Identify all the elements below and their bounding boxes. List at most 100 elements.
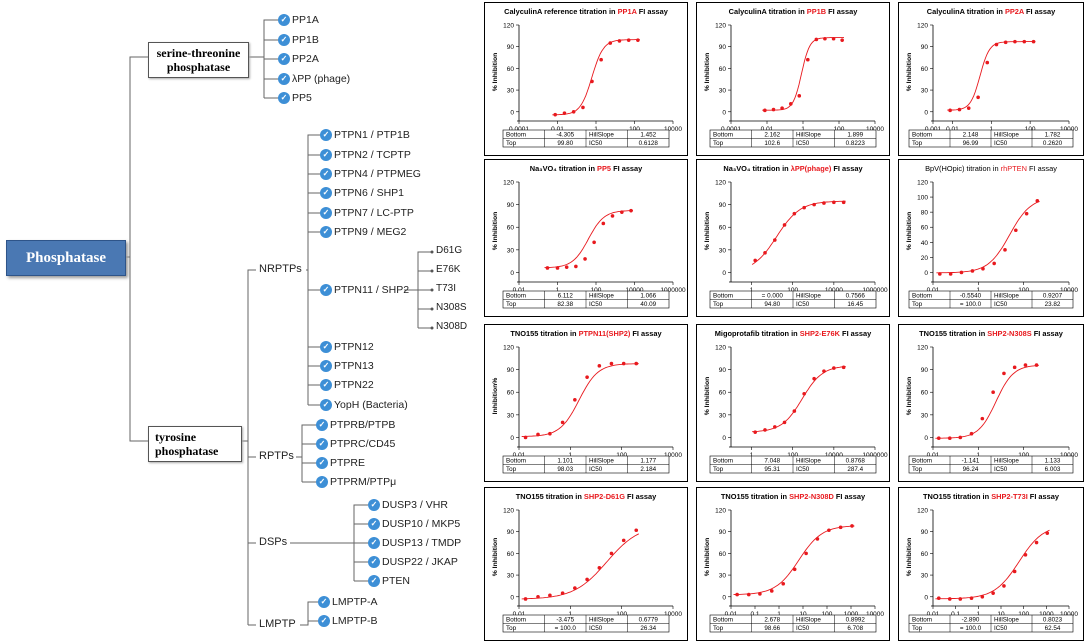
y-tick-label: 60 [921,66,929,73]
chart-svg: CalyculinA titration in PP1B FI assay 0 30… [704,7,884,148]
x-tick-label: 1000 [1039,611,1054,618]
chart-title: Na₃VO₄ titration in PP5 FI assay [530,164,643,173]
table-param-value: -0.5540 [960,293,982,300]
data-point [536,594,540,599]
table-param-value: 102.6 [764,140,780,147]
table-param-value: 0.8223 [846,140,866,147]
check-icon: ✓ [368,537,380,549]
table-param-value: 0.6779 [639,617,659,624]
table-param-label: Bottom [713,617,733,624]
table-param-label: IC50 [994,301,1008,308]
data-point [814,37,819,42]
x-tick-label: 100 [822,611,833,618]
table-param-value: = 100.0 [555,625,577,632]
chart-svg: TNO155 titration in SHP2-T73I FI assay 0 3… [906,492,1078,633]
y-tick-label: 90 [719,529,727,536]
data-point [553,112,558,117]
x-tick-label: 100 [1018,452,1029,459]
x-tick-label: 10 [997,611,1005,618]
x-tick-label: 100 [1018,287,1029,294]
x-tick-label: 0.001 [925,126,942,133]
y-tick-label: 60 [507,551,515,558]
table-param-label: HillSlope [796,293,821,300]
table-param-value: 62.54 [1045,625,1061,632]
table-param-label: Bottom [912,293,932,300]
y-tick-label: 60 [921,225,929,232]
chart-title-target: PP2A [1005,7,1025,16]
leaf-lmptp-a: ✓ LMPTP-A [318,595,378,610]
chart-title-suffix: FI assay [834,492,866,501]
leaf-ptpn7: ✓ PTPN7 / LC-PTP [320,206,414,221]
table-param-label: IC50 [994,466,1008,473]
fit-parameter-table: Bottom 6.112 HillSlope 1.066 Top 82.38 IC50 40.… [502,290,670,309]
node-tyrosine: tyrosine phosphatase [148,426,242,462]
chart-title-target: PP1B [807,7,826,16]
y-tick-label: 80 [921,210,929,217]
x-tick-label: 100 [616,452,627,459]
leaf-label: λPP (phage) [292,73,351,85]
data-point [1035,199,1040,203]
chart-title-prefix: TNO155 titration in [721,492,789,501]
leaf-label: PTPN12 [334,341,374,353]
fit-curve [947,41,1036,111]
chart-svg: TNO155 titration in SHP2-D61G FI assay 0 3… [492,492,682,633]
shp2-mutant-n308s: N308S [436,302,467,313]
y-tick-label: 90 [719,367,727,374]
chart-title-target: λPP(phage) [791,164,832,173]
data-point [773,425,777,429]
x-tick-label: 10000 [625,287,643,294]
y-tick-label: 60 [507,66,515,73]
data-point [574,264,578,269]
y-tick-label: 90 [921,367,929,374]
table-param-value: 26.34 [640,625,656,632]
table-param-label: IC50 [994,140,1008,147]
node-label-line1: serine-threonine [156,46,241,60]
data-point [948,272,953,276]
chart-title: CalyculinA titration in PP1B FI assay [729,7,859,16]
table-param-value: -1.141 [962,458,980,465]
y-tick-label: 30 [719,247,727,254]
table-param-label: Bottom [506,132,526,139]
data-point [991,390,995,395]
data-point [980,594,985,599]
chart-title-target: SHP2-N308S [987,329,1031,338]
table-param-value: 16.45 [847,301,863,308]
fit-parameter-table: Bottom -1.141 HillSlope 1.133 Top 96.24 IC50 6.… [908,455,1074,474]
x-tick-label: 10000 [664,452,682,459]
check-icon: ✓ [318,596,330,608]
y-tick-label: 90 [719,44,727,51]
data-point [617,39,622,43]
table-param-label: Top [912,625,923,632]
node-label-line1: tyrosine [155,430,197,444]
data-point [959,270,964,275]
chart-title: TNO155 titration in SHP2-N308S FI assay [919,329,1064,338]
table-param-label: Top [912,466,923,473]
data-point [969,431,974,436]
data-point [621,538,626,543]
leaf-label: DUSP22 / JKAP [382,556,458,568]
x-tick-label: 10000 [1060,611,1078,618]
data-point [966,106,971,110]
y-axis-label: % Inhibition [704,538,711,577]
x-tick-label: 10000 [1060,126,1078,133]
y-tick-label: 0 [924,435,928,442]
leaf-label: PTPN9 / MEG2 [334,226,407,238]
data-point [1031,39,1036,44]
chart-title-target: SHP2-N308D [789,492,834,501]
leaf-pp2a: ✓ PP2A [278,52,319,67]
x-tick-label: 100 [1025,126,1036,133]
data-point [597,364,602,368]
table-param-label: IC50 [589,140,603,147]
fit-parameter-table: Bottom 7.048 HillSlope 0.8768 Top 95.31 IC50 28… [709,455,877,474]
leaf-label: PTPRC/CD45 [330,438,396,450]
y-tick-label: 120 [715,180,726,187]
leaf-label: PTPN13 [334,360,374,372]
table-param-value: 98.66 [764,625,780,632]
data-point [792,409,797,413]
chart-title: TNO155 titration in PTPN11(SHP2) FI assa… [510,329,662,338]
leaf-ptpn4: ✓ PTPN4 / PTPMEG [320,167,421,182]
table-param-value: 6.708 [847,625,863,632]
shp2-mutant-d61g: D61G [436,245,463,256]
shp2-mutant-e76k: E76K [436,264,461,275]
node-label-line2: phosphatase [155,444,219,458]
